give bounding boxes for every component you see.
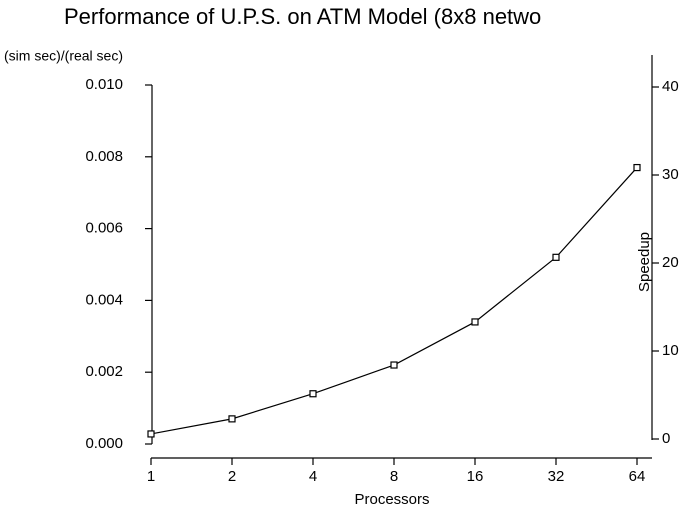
x-tick-label: 1	[147, 468, 155, 485]
data-point	[228, 415, 236, 423]
data-point	[552, 253, 560, 261]
y-tick-label: 0.010	[85, 76, 123, 93]
x-tick-label: 8	[390, 468, 398, 485]
y2-tick-label: 40	[662, 78, 679, 95]
data-point	[147, 430, 155, 438]
y2-tick-label: 10	[662, 342, 679, 359]
x-tick-label: 16	[467, 468, 484, 485]
data-point	[471, 318, 479, 326]
data-point	[390, 361, 398, 369]
y-axis-label: (sim sec)/(real sec)	[4, 48, 123, 64]
chart-title: Performance of U.P.S. on ATM Model (8x8 …	[64, 4, 541, 29]
y2-tick-label: 0	[662, 430, 670, 447]
x-tick-label: 4	[309, 468, 317, 485]
data-point	[309, 390, 317, 398]
y2-tick-label: 30	[662, 166, 679, 183]
x-tick-label: 64	[629, 468, 646, 485]
x-axis-label: Processors	[354, 491, 429, 508]
y-tick-label: 0.000	[85, 435, 123, 452]
y2-axis-label: Speedup	[636, 232, 653, 292]
x-tick-label: 32	[548, 468, 565, 485]
y2-tick-label: 20	[662, 254, 679, 271]
series-line	[150, 167, 638, 435]
y-tick-label: 0.008	[85, 148, 123, 165]
x-tick-label: 2	[228, 468, 236, 485]
y-tick-label: 0.002	[85, 363, 123, 380]
data-point	[633, 163, 641, 172]
y-tick-label: 0.004	[85, 291, 123, 308]
y-tick-label: 0.006	[85, 220, 123, 237]
